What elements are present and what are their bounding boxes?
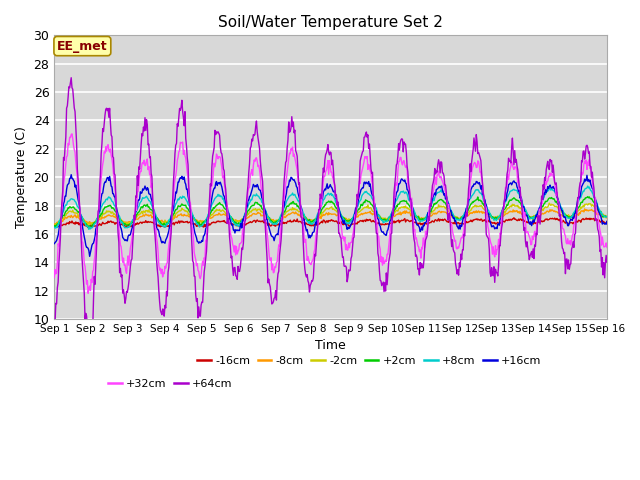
+64cm — [399, 149, 407, 155]
-2cm — [545, 200, 553, 206]
+32cm — [68, 131, 76, 137]
-8cm — [117, 218, 125, 224]
+64cm — [204, 219, 212, 225]
-16cm — [510, 215, 518, 221]
+2cm — [86, 225, 93, 230]
+2cm — [60, 213, 68, 218]
+8cm — [174, 196, 182, 202]
+32cm — [84, 290, 92, 296]
Legend: +32cm, +64cm: +32cm, +64cm — [104, 374, 237, 393]
Title: Soil/Water Temperature Set 2: Soil/Water Temperature Set 2 — [218, 15, 443, 30]
X-axis label: Time: Time — [316, 339, 346, 352]
+16cm — [51, 241, 58, 247]
-8cm — [203, 217, 211, 223]
-2cm — [51, 224, 58, 229]
-2cm — [414, 215, 422, 220]
Line: -16cm: -16cm — [54, 218, 607, 228]
-16cm — [603, 219, 611, 225]
+2cm — [603, 214, 611, 219]
-2cm — [60, 214, 68, 220]
-2cm — [173, 210, 181, 216]
-8cm — [581, 206, 589, 212]
+32cm — [119, 259, 127, 265]
+2cm — [174, 203, 182, 209]
+16cm — [415, 225, 423, 230]
+16cm — [399, 178, 407, 183]
+64cm — [51, 324, 58, 330]
-8cm — [51, 222, 58, 228]
+8cm — [51, 225, 58, 230]
+8cm — [603, 214, 611, 219]
+32cm — [603, 244, 611, 250]
+16cm — [603, 218, 611, 224]
+16cm — [119, 235, 127, 240]
+64cm — [119, 290, 127, 296]
-8cm — [60, 216, 68, 222]
+2cm — [415, 215, 422, 220]
+64cm — [67, 75, 75, 81]
-16cm — [415, 221, 422, 227]
-2cm — [398, 204, 406, 210]
Line: +2cm: +2cm — [54, 197, 607, 228]
Line: +8cm: +8cm — [54, 186, 607, 229]
Line: -2cm: -2cm — [54, 203, 607, 227]
-16cm — [204, 222, 211, 228]
+16cm — [175, 179, 182, 185]
-16cm — [118, 221, 126, 227]
+8cm — [118, 219, 126, 225]
+2cm — [584, 194, 591, 200]
Text: EE_met: EE_met — [57, 39, 108, 53]
+16cm — [86, 253, 93, 259]
+8cm — [584, 183, 591, 189]
Line: -8cm: -8cm — [54, 209, 607, 225]
+32cm — [175, 149, 182, 155]
+32cm — [60, 176, 68, 181]
-16cm — [51, 223, 58, 228]
+64cm — [175, 114, 182, 120]
-8cm — [173, 214, 181, 220]
-16cm — [85, 225, 93, 230]
+16cm — [204, 215, 212, 220]
-16cm — [399, 217, 406, 223]
+8cm — [85, 227, 93, 232]
+64cm — [85, 338, 93, 344]
+64cm — [60, 157, 68, 163]
+16cm — [67, 172, 75, 178]
+2cm — [399, 198, 406, 204]
Line: +16cm: +16cm — [54, 175, 607, 256]
+64cm — [603, 260, 611, 265]
-2cm — [203, 217, 211, 223]
+2cm — [51, 223, 58, 229]
+32cm — [204, 215, 212, 221]
Line: +32cm: +32cm — [54, 134, 607, 293]
-2cm — [603, 214, 611, 220]
+2cm — [204, 216, 211, 221]
+32cm — [51, 275, 58, 281]
+16cm — [60, 199, 68, 204]
-16cm — [174, 219, 182, 225]
-16cm — [60, 222, 68, 228]
Y-axis label: Temperature (C): Temperature (C) — [15, 126, 28, 228]
-8cm — [414, 215, 422, 220]
+32cm — [399, 158, 407, 164]
-8cm — [603, 215, 611, 220]
+8cm — [399, 189, 406, 195]
+8cm — [204, 215, 211, 220]
Line: +64cm: +64cm — [54, 78, 607, 341]
+8cm — [415, 218, 422, 224]
+64cm — [415, 272, 423, 278]
+8cm — [60, 205, 68, 211]
-8cm — [398, 210, 406, 216]
-2cm — [117, 216, 125, 222]
+2cm — [118, 218, 126, 224]
+32cm — [415, 249, 423, 254]
